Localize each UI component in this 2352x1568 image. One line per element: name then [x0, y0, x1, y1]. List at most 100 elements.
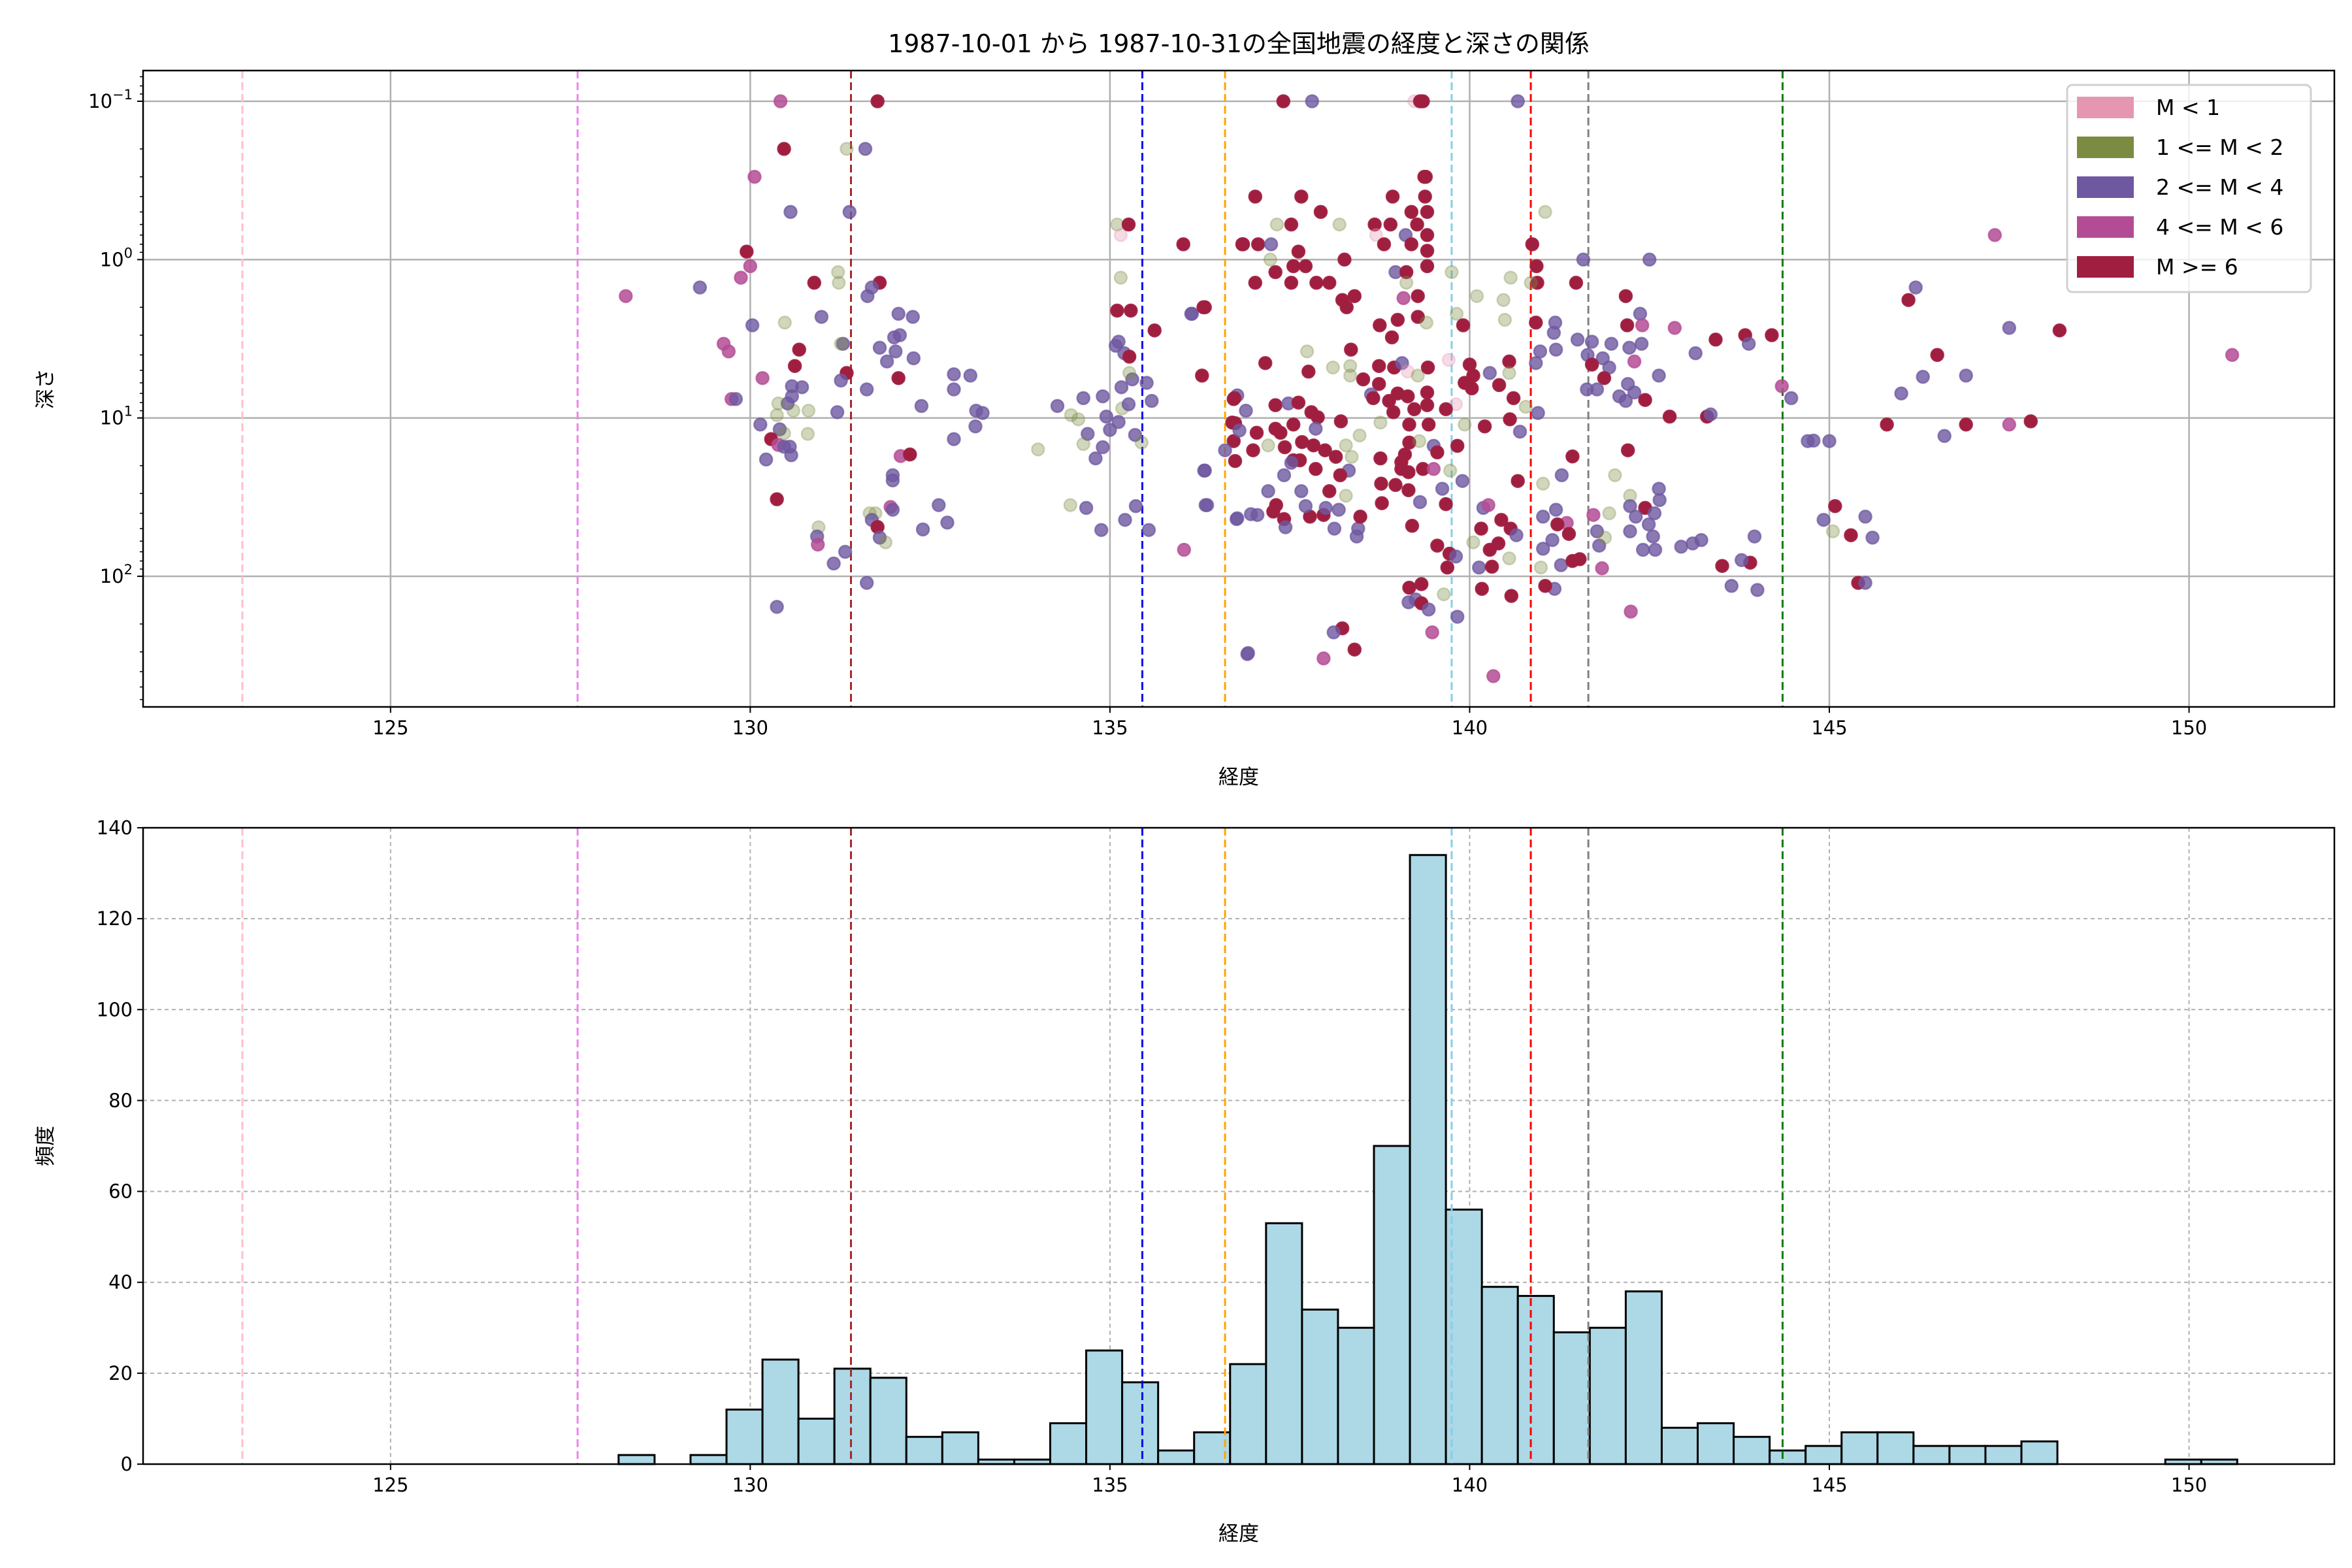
scatter-point: [1125, 372, 1139, 387]
scatter-point: [915, 522, 930, 537]
scatter-point: [1332, 217, 1347, 232]
scatter-point: [1248, 189, 1263, 204]
scatter-point: [1443, 463, 1458, 478]
scatter-point: [1347, 642, 1362, 657]
scatter-point: [1420, 244, 1435, 258]
histogram-bar: [1805, 1445, 1843, 1465]
legend-swatch: [2077, 137, 2134, 158]
scatter-point: [1525, 237, 1540, 252]
scatter-point: [1597, 531, 1612, 545]
scatter-point: [1311, 410, 1325, 425]
scatter-point: [1688, 346, 1703, 361]
scatter-point: [1456, 318, 1471, 333]
scatter-point: [1081, 427, 1095, 441]
scatter-point: [1118, 512, 1132, 527]
scatter-point: [834, 373, 848, 388]
scatter-point: [1371, 376, 1386, 391]
scatter-point: [1356, 372, 1371, 387]
scatter-point: [830, 265, 845, 280]
scatter-point: [1518, 399, 1533, 414]
scatter-point: [1396, 291, 1411, 306]
scatter-point: [1419, 316, 1434, 330]
scatter-point: [1333, 468, 1348, 483]
scatter-point: [1248, 276, 1263, 290]
scatter-point: [1108, 338, 1123, 353]
scatter-point: [1858, 510, 1872, 524]
scatter-point: [1196, 300, 1211, 315]
histogram-bar: [1157, 1449, 1196, 1465]
y-tick-label-base: 10: [100, 565, 124, 587]
scatter-point: [1397, 447, 1413, 462]
scatter-point: [1258, 355, 1273, 370]
scatter-point: [947, 382, 961, 397]
scatter-point: [1197, 463, 1211, 478]
legend-swatch: [2077, 256, 2134, 278]
scatter-point: [1502, 354, 1516, 369]
y-tick-label-exponent: 0: [124, 245, 133, 261]
y-tick-label: 102: [100, 562, 133, 587]
scatter-point: [1573, 552, 1587, 566]
scatter-point: [1401, 483, 1416, 498]
scatter-point: [1373, 318, 1387, 333]
scatter-point: [743, 259, 758, 274]
scatter-point: [1124, 303, 1138, 318]
scatter-point: [1959, 417, 1973, 432]
histogram-bar: [869, 1377, 907, 1465]
y-tick-label-exponent: −1: [112, 87, 133, 103]
scatter-point: [2052, 323, 2067, 338]
scatter-point: [975, 406, 990, 420]
scatter-point: [777, 316, 792, 330]
scatter-point: [1250, 237, 1266, 252]
histogram-bar: [1948, 1445, 1987, 1465]
scatter-point: [1441, 353, 1456, 367]
scatter-point: [1373, 416, 1388, 430]
scatter-point: [1624, 604, 1638, 619]
scatter-point: [1641, 517, 1656, 532]
scatter-point: [1339, 489, 1353, 503]
scatter-point: [1373, 451, 1388, 466]
scatter-point: [1088, 451, 1103, 466]
scatter-point: [1284, 455, 1299, 470]
histogram-bar: [941, 1431, 979, 1465]
histogram-bar: [617, 1454, 656, 1465]
scatter-point: [826, 556, 841, 571]
legend-swatch: [2077, 97, 2134, 118]
scatter-point: [1647, 506, 1662, 521]
scatter-point: [773, 94, 788, 108]
scatter-point: [1458, 417, 1472, 432]
scatter-point: [745, 318, 760, 333]
scatter-point: [807, 276, 822, 290]
scatter-point: [1113, 228, 1128, 242]
scatter-point: [1530, 276, 1544, 290]
scatter-point: [1121, 397, 1136, 412]
scatter-point: [1269, 217, 1284, 232]
scatter-point: [1652, 493, 1667, 508]
scatter-point: [1147, 323, 1162, 338]
scatter-point: [1825, 524, 1840, 539]
scatter-point: [1232, 423, 1247, 438]
scatter-point: [1449, 306, 1464, 321]
histogram-bar: [833, 1367, 872, 1465]
histogram-bar: [1984, 1445, 2023, 1465]
scatter-point: [771, 396, 786, 411]
scatter-point: [1390, 312, 1405, 327]
y-tick-label-base: 10: [100, 248, 124, 270]
scatter-point: [1536, 476, 1550, 491]
scatter-point: [1268, 265, 1282, 280]
scatter-point: [840, 142, 854, 156]
histogram-bar: [1840, 1431, 1879, 1465]
scatter-point: [1121, 217, 1136, 232]
scatter-point: [1249, 425, 1264, 440]
histogram-bar: [1337, 1326, 1375, 1465]
histogram-bar: [2020, 1440, 2059, 1465]
scatter-point: [1313, 204, 1328, 220]
scatter-point: [1410, 217, 1424, 232]
scatter-point: [1050, 399, 1065, 414]
histogram-bar: [1697, 1422, 1735, 1465]
scatter-point: [1595, 561, 1609, 576]
scatter-point: [1715, 559, 1729, 573]
scatter-point: [1623, 524, 1637, 539]
scatter-point: [1554, 468, 1569, 483]
y-tick-label-exponent: 1: [124, 404, 133, 419]
